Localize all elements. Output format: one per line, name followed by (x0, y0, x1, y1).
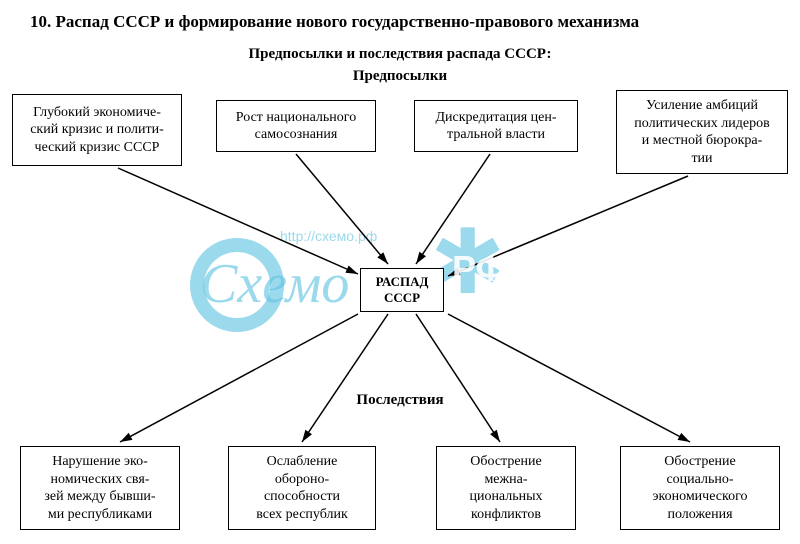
effect-node-1: Ослаблениеобороно-способностивсех респуб… (228, 446, 376, 530)
cause-node-2: Дискредитация цен-тральной власти (414, 100, 578, 152)
cause-node-3: Усиление амбицийполитических лидерови ме… (616, 90, 788, 174)
watermark-suffix: РФ (452, 248, 506, 290)
diagram-canvas: http://схемо.рф ✱ Схемо РФ 10. Распад СС… (0, 0, 800, 544)
watermark-brand: Схемо (200, 252, 349, 316)
section-label: Последствия (0, 392, 800, 409)
watermark-url: http://схемо.рф (280, 228, 377, 244)
page-title: 10. Распад СССР и формирование нового го… (30, 12, 639, 32)
effect-node-2: Обострениемежна-циональныхконфликтов (436, 446, 576, 530)
cause-node-1: Рост национальногосамосознания (216, 100, 376, 152)
effect-node-0: Нарушение эко-номических свя-зей между б… (20, 446, 180, 530)
cause-node-0: Глубокий экономиче-ский кризис и полити-… (12, 94, 182, 166)
subtitle-2: Предпосылки (0, 68, 800, 85)
effect-node-3: Обострениесоциально-экономическогоположе… (620, 446, 780, 530)
watermark-circle (190, 238, 284, 332)
subtitle-1: Предпосылки и последствия распада СССР: (0, 46, 800, 63)
center-node: РАСПАДСССР (360, 268, 444, 312)
